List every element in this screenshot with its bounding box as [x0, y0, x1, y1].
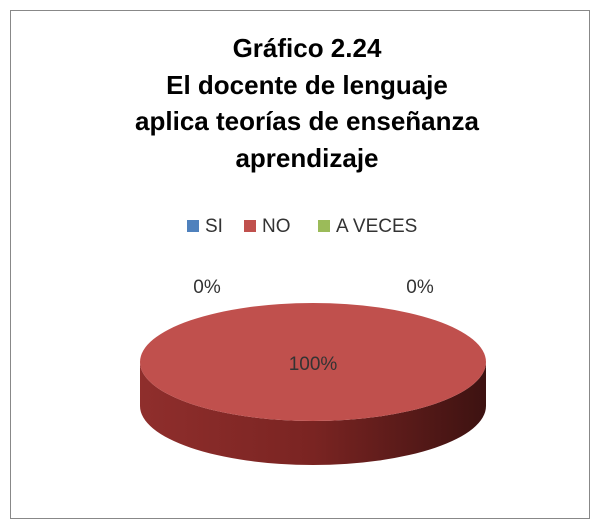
slice	[140, 303, 486, 421]
legend-label: NO	[262, 216, 291, 237]
chart-title: Gráfico 2.24	[233, 33, 382, 63]
chart-title: aprendizaje	[235, 143, 378, 173]
slice-side	[140, 362, 486, 465]
data-label: 0%	[406, 277, 434, 298]
chart-title: El docente de lenguaje	[166, 70, 448, 100]
data-label: 100%	[289, 354, 338, 375]
legend-label: SI	[205, 216, 223, 237]
legend-swatch	[244, 220, 256, 232]
chart-title: aplica teorías de enseñanza	[135, 106, 479, 136]
legend-swatch	[318, 220, 330, 232]
legend-swatch	[187, 220, 199, 232]
legend-label: A VECES	[336, 216, 417, 237]
data-label: 0%	[193, 277, 221, 298]
